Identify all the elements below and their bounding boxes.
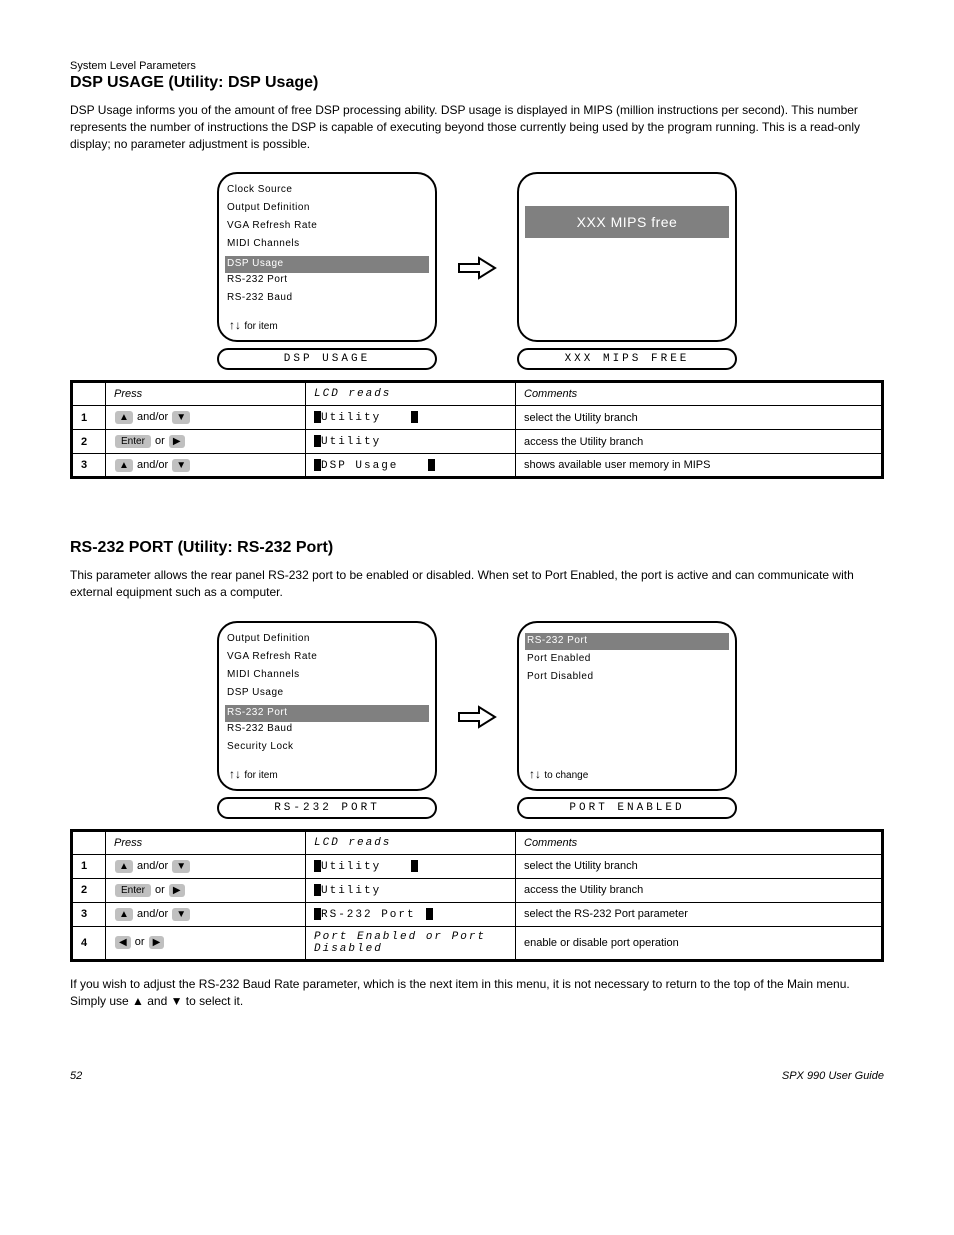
rs232-desc: This parameter allows the rear panel RS-… <box>70 567 884 601</box>
nav-arrows-icon: ↑↓ for item <box>229 767 278 781</box>
lcd-cell: DSP Usage <box>306 454 516 478</box>
dsp-steps-table: Press LCD reads Comments 1 ▲ and/or ▼ Ut… <box>70 380 884 479</box>
table-row: 2 Enter or ▶ Utility access the Utility … <box>72 878 883 902</box>
table-row: 1 ▲ and/or ▼ Utility select the Utility … <box>72 406 883 430</box>
table-row: 1 ▲ and/or ▼ Utility select the Utility … <box>72 854 883 878</box>
lcd-cell: Utility <box>306 430 516 454</box>
doc-section-heading: System Level Parameters <box>70 60 884 72</box>
right-button[interactable]: ▶ <box>169 435 185 448</box>
table-row: 2 Enter or ▶ Utility access the Utility … <box>72 430 883 454</box>
dsp-title: DSP USAGE (Utility: DSP Usage) <box>70 74 884 92</box>
table-row: 3 ▲ and/or ▼ DSP Usage shows available u… <box>72 454 883 478</box>
right-button[interactable]: ▶ <box>149 936 165 949</box>
dsp-lcd-1: Clock Source Output Definition VGA Refre… <box>217 172 437 342</box>
right-button[interactable]: ▶ <box>169 884 185 897</box>
rs232-label-2: PORT ENABLED <box>517 797 737 819</box>
enter-button[interactable]: Enter <box>115 884 151 897</box>
lcd-cell: Utility <box>306 406 516 430</box>
up-button[interactable]: ▲ <box>115 908 133 921</box>
table-row: 4 ◀ or ▶ Port Enabled or Port Disabled e… <box>72 926 883 960</box>
table-header-row: Press LCD reads Comments <box>72 830 883 854</box>
left-button[interactable]: ◀ <box>115 936 131 949</box>
dsp-desc: DSP Usage informs you of the amount of f… <box>70 102 884 152</box>
down-button[interactable]: ▼ <box>172 908 190 921</box>
rs232-note: If you wish to adjust the RS-232 Baud Ra… <box>70 976 884 1010</box>
table-header-row: Press LCD reads Comments <box>72 382 883 406</box>
down-button[interactable]: ▼ <box>172 411 190 424</box>
dsp-lcd-2: XXX MIPS free <box>517 172 737 342</box>
up-button[interactable]: ▲ <box>115 860 133 873</box>
rs232-screens: Output Definition VGA Refresh Rate MIDI … <box>70 621 884 819</box>
rs232-lcd-2: RS-232 Port Port Enabled Port Disabled ↑… <box>517 621 737 791</box>
up-button[interactable]: ▲ <box>115 459 133 472</box>
rs232-label-1: RS-232 PORT <box>217 797 437 819</box>
rs232-section: RS-232 PORT (Utility: RS-232 Port) This … <box>70 539 884 1009</box>
arrow-right-icon <box>457 254 497 288</box>
page-footer: 52 SPX 990 User Guide <box>70 1070 884 1082</box>
dsp-label-2: XXX MIPS FREE <box>517 348 737 370</box>
press-cell: ▲ and/or ▼ <box>106 406 306 430</box>
rs232-lcd-1: Output Definition VGA Refresh Rate MIDI … <box>217 621 437 791</box>
down-button[interactable]: ▼ <box>172 459 190 472</box>
dsp-screens: Clock Source Output Definition VGA Refre… <box>70 172 884 370</box>
rs232-title: RS-232 PORT (Utility: RS-232 Port) <box>70 539 884 557</box>
nav-arrows-icon: ↑↓ for item <box>229 318 278 332</box>
dsp-usage-section: DSP USAGE (Utility: DSP Usage) DSP Usage… <box>70 74 884 479</box>
manual-title: SPX 990 User Guide <box>782 1070 884 1082</box>
dsp-label-1: DSP USAGE <box>217 348 437 370</box>
press-cell: ▲ and/or ▼ <box>106 454 306 478</box>
enter-button[interactable]: Enter <box>115 435 151 448</box>
up-button[interactable]: ▲ <box>115 411 133 424</box>
arrow-right-icon <box>457 703 497 737</box>
press-cell: Enter or ▶ <box>106 430 306 454</box>
nav-arrows-icon: ↑↓ to change <box>529 767 588 781</box>
rs232-steps-table: Press LCD reads Comments 1 ▲ and/or ▼ Ut… <box>70 829 884 962</box>
table-row: 3 ▲ and/or ▼ RS-232 Port select the RS-2… <box>72 902 883 926</box>
page-number: 52 <box>70 1070 82 1082</box>
down-button[interactable]: ▼ <box>172 860 190 873</box>
